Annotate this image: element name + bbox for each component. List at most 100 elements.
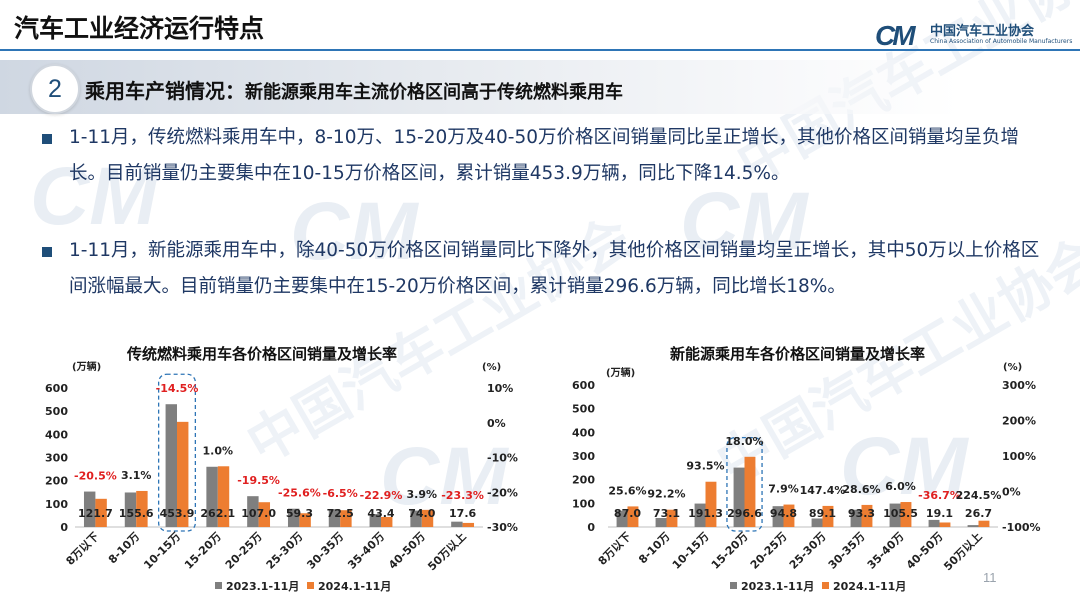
data-label: 453.9 <box>160 507 195 520</box>
header-divider <box>0 49 1080 51</box>
growth-label: -25.6% <box>278 487 321 500</box>
y-tick-label: 200 <box>45 475 68 488</box>
data-label: 72.5 <box>327 507 354 520</box>
growth-label: 28.6% <box>842 483 880 496</box>
category-label: 15-20万 <box>709 530 751 572</box>
y2-tick-label: 100% <box>1002 450 1036 463</box>
y-tick-label: 0 <box>587 521 595 534</box>
data-label: 107.0 <box>241 507 276 520</box>
bar-2023 <box>616 510 628 527</box>
bar-2024 <box>421 509 434 527</box>
chart-title: 新能源乘用车各价格区间销量及增长率 <box>670 345 926 363</box>
y-tick-label: 600 <box>45 382 68 395</box>
category-label: 20-25万 <box>748 530 790 572</box>
growth-label: 3.9% <box>407 488 438 501</box>
chart-y2-unit: (%) <box>1003 362 1023 373</box>
data-label: 89.1 <box>809 507 836 520</box>
bar-2023 <box>889 503 901 527</box>
y-tick-label: 0 <box>60 521 68 534</box>
category-label: 30-35万 <box>826 530 868 572</box>
y2-tick-label: -20% <box>487 486 518 499</box>
bar-2024 <box>822 505 834 527</box>
data-label: 93.3 <box>848 507 875 520</box>
legend-label-2024: 2024.1-11月 <box>833 580 906 593</box>
data-label: 155.6 <box>119 507 154 520</box>
bar-2024 <box>783 504 795 527</box>
y-tick-label: 100 <box>45 498 68 511</box>
y2-tick-label: -100% <box>1002 521 1041 534</box>
bar-2023 <box>655 518 667 527</box>
growth-label: -23.3% <box>441 489 484 502</box>
bar-2023 <box>850 509 862 527</box>
category-label: 50万以上 <box>941 529 985 573</box>
growth-label: 6.0% <box>885 480 916 493</box>
bar-2023 <box>206 466 218 527</box>
y-tick-label: 200 <box>572 474 595 487</box>
category-label: 8万以下 <box>64 530 102 568</box>
bar-2023 <box>247 496 259 527</box>
chart-y-unit: (万辆) <box>606 368 636 379</box>
bar-2023 <box>928 519 940 527</box>
bar-2024 <box>381 516 393 527</box>
page-title: 汽车工业经济运行特点 <box>14 14 265 43</box>
bar-2024 <box>939 522 951 527</box>
growth-label: 25.6% <box>608 484 646 497</box>
data-label: 296.6 <box>727 507 762 520</box>
category-label: 15-20万 <box>182 530 224 572</box>
y-tick-label: 600 <box>572 379 595 392</box>
bar-2023 <box>451 521 463 527</box>
bar-2024 <box>177 421 189 527</box>
bar-2023 <box>369 514 381 527</box>
bullet-square-icon <box>42 134 52 144</box>
data-label: 74.0 <box>408 507 435 520</box>
caam-logo-mark: CM <box>875 20 916 51</box>
caam-logo-name: 中国汽车工业协会 <box>930 24 1035 39</box>
legend-swatch-2024 <box>822 582 829 589</box>
bullet-text: 1-11月，传统燃料乘用车中，8-10万、15-20万及40-50万价格区间销量… <box>69 127 1019 184</box>
bar-2023 <box>83 491 96 527</box>
highlight-box <box>726 436 763 532</box>
data-label: 73.1 <box>653 507 680 520</box>
legend-label-2023: 2023.1-11月 <box>741 580 814 593</box>
data-label: 94.8 <box>770 507 797 520</box>
category-label: 35-40万 <box>865 530 907 572</box>
y-tick-label: 300 <box>45 452 68 465</box>
bar-2024 <box>744 456 756 527</box>
bar-2024 <box>340 510 352 527</box>
y2-tick-label: 10% <box>487 382 513 395</box>
bar-2023 <box>694 503 706 527</box>
chart-y-unit: (万辆) <box>72 362 102 373</box>
growth-label: -20.5% <box>74 470 117 483</box>
y2-tick-label: -30% <box>487 521 518 534</box>
bar-2023 <box>287 508 300 527</box>
y-tick-label: 400 <box>45 428 68 441</box>
category-label: 20-25万 <box>223 530 265 572</box>
data-label: 59.3 <box>286 507 313 520</box>
growth-label: 147.4% <box>800 484 846 497</box>
category-label: 25-30万 <box>264 530 306 572</box>
category-label: 8万以下 <box>596 530 634 568</box>
section-heading: 乘用车产销情况：新能源乘用车主流价格区间高于传统燃料乘用车 <box>85 75 623 104</box>
bar-2024 <box>978 520 990 527</box>
category-label: 25-30万 <box>787 530 829 572</box>
bar-2023 <box>410 510 422 527</box>
bullet-item: 1-11月，传统燃料乘用车中，8-10万、15-20万及40-50万价格区间销量… <box>42 120 1052 228</box>
y2-tick-label: 0% <box>487 417 506 430</box>
data-label: 87.0 <box>614 507 641 520</box>
bar-2023 <box>772 506 784 527</box>
legend-label-2024: 2024.1-11月 <box>318 580 391 593</box>
growth-label: -22.9% <box>360 489 403 502</box>
section-heading-label: 乘用车产销情况： <box>85 79 245 103</box>
bullet-square-icon <box>42 247 52 257</box>
category-label: 40-50万 <box>904 530 946 572</box>
y2-tick-label: 200% <box>1002 415 1036 428</box>
data-label: 19.1 <box>926 507 953 520</box>
data-label: 262.1 <box>200 507 235 520</box>
bar-2023 <box>124 492 137 527</box>
growth-label: 92.2% <box>647 488 685 501</box>
growth-label: 18.0% <box>725 435 763 448</box>
category-label: 50万以上 <box>425 529 469 573</box>
growth-label: 3.1% <box>121 469 152 482</box>
section-banner <box>0 60 960 114</box>
